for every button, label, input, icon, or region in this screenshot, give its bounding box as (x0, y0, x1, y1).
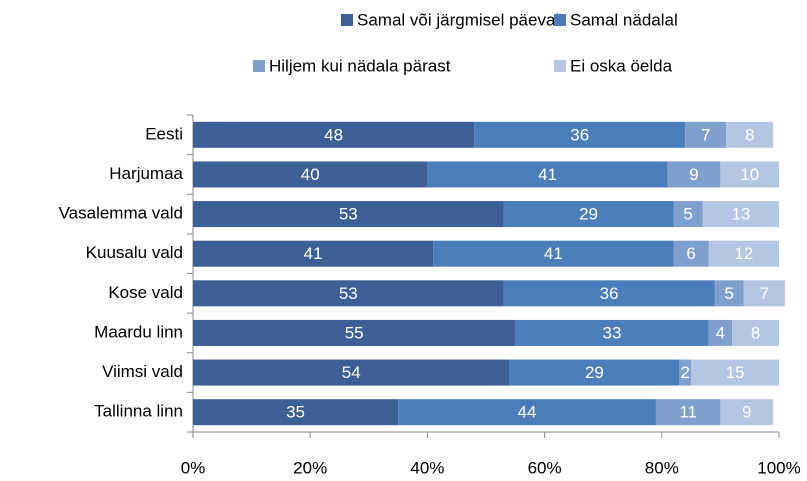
data-label: 4 (716, 323, 725, 342)
data-label: 36 (570, 125, 589, 144)
data-label: 7 (701, 125, 710, 144)
bar-segment (193, 161, 428, 188)
data-label: 12 (734, 244, 753, 263)
bar-segment (673, 240, 709, 267)
data-label: 13 (731, 205, 750, 224)
y-tick-label: Kuusalu vald (86, 243, 183, 262)
data-label: 41 (538, 165, 557, 184)
bar-segment (193, 399, 399, 426)
bar-segment (726, 121, 774, 148)
bar-segment (433, 240, 674, 267)
data-label: 44 (518, 403, 537, 422)
data-label: 29 (579, 205, 598, 224)
legend-swatch (554, 14, 566, 26)
legend-label: Hiljem kui nädala pärast (269, 56, 451, 75)
bar-segment (743, 280, 785, 307)
x-tick-label: 60% (528, 458, 562, 477)
data-label: 41 (544, 244, 563, 263)
bar-segment (193, 201, 504, 228)
bar-segment (503, 280, 715, 307)
data-label: 5 (683, 205, 692, 224)
bar-segment (667, 161, 721, 188)
bar-segment (509, 359, 680, 386)
data-label: 29 (585, 363, 604, 382)
legend-swatch (253, 60, 265, 72)
y-tick-label: Kose vald (108, 283, 183, 302)
y-tick-label: Eesti (145, 124, 183, 143)
x-tick-label: 40% (410, 458, 444, 477)
x-tick-label: 100% (757, 458, 800, 477)
data-label: 11 (679, 403, 697, 422)
y-tick-label: Maardu linn (94, 322, 183, 341)
bar-segment (655, 399, 721, 426)
y-tick-label: Vasalemma vald (59, 204, 183, 223)
data-label: 15 (726, 363, 745, 382)
bar-segment (732, 319, 779, 346)
bar-segment (720, 399, 774, 426)
bar-segment (193, 319, 516, 346)
y-tick-label: Viimsi vald (102, 362, 183, 381)
bar-segment (720, 161, 779, 188)
data-label: 10 (740, 165, 759, 184)
data-label: 33 (603, 323, 622, 342)
data-label: 41 (304, 244, 323, 263)
bar-segment (193, 121, 475, 148)
data-label: 40 (301, 165, 320, 184)
x-tick-label: 0% (181, 458, 206, 477)
data-label: 36 (600, 284, 619, 303)
data-label: 35 (286, 403, 305, 422)
data-label: 48 (324, 125, 343, 144)
bar-segment (193, 240, 434, 267)
data-label: 55 (345, 323, 364, 342)
bar-segment (691, 359, 779, 386)
legend-swatch (341, 14, 353, 26)
legend-label: Samal või järgmisel päeval (357, 10, 559, 29)
bar-segment (503, 201, 674, 228)
data-label: 5 (724, 284, 733, 303)
bar-segment (193, 359, 510, 386)
data-label: 2 (681, 363, 690, 382)
data-label: 53 (339, 284, 358, 303)
bar-segment (474, 121, 686, 148)
bar-segment (673, 201, 703, 228)
bar-segment (685, 121, 727, 148)
legend-label: Ei oska öelda (570, 56, 673, 75)
bar-segment (515, 319, 709, 346)
data-label: 53 (339, 205, 358, 224)
data-label: 8 (751, 323, 760, 342)
legend-swatch (554, 60, 566, 72)
data-label: 8 (745, 125, 754, 144)
bar-segment (427, 161, 668, 188)
bar-segment (708, 240, 779, 267)
y-tick-label: Harjumaa (109, 164, 183, 183)
data-label: 9 (689, 165, 698, 184)
bar-segment (193, 280, 504, 307)
bar-segment (708, 319, 733, 346)
data-label: 9 (742, 403, 751, 422)
y-tick-label: Tallinna linn (94, 402, 183, 421)
data-label: 7 (760, 284, 769, 303)
bar-segment (398, 399, 656, 426)
x-tick-label: 20% (293, 458, 327, 477)
bar-segment (679, 359, 692, 386)
legend-label: Samal nädalal (570, 10, 678, 29)
data-label: 6 (686, 244, 695, 263)
bar-segment (714, 280, 744, 307)
bar-segment (702, 201, 779, 228)
x-tick-label: 80% (645, 458, 679, 477)
data-label: 54 (342, 363, 361, 382)
